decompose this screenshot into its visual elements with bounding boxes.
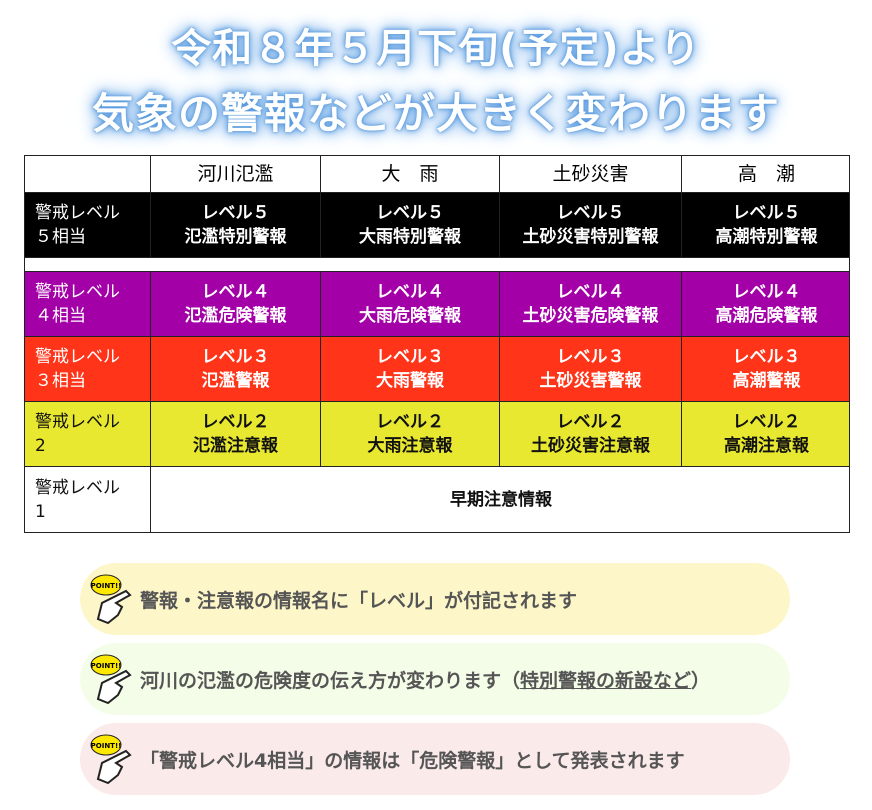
- level-name: レベル３: [376, 347, 444, 367]
- warning-cell: レベル２ 高潮注意報: [682, 402, 851, 466]
- level-name: レベル５: [732, 203, 801, 223]
- row-label-line2: ５相当: [35, 227, 86, 247]
- warning-cell: レベル５ 大雨特別警報: [321, 193, 500, 257]
- level-name: レベル５: [376, 203, 444, 223]
- row-label-line1: 警戒レベル: [35, 203, 120, 223]
- merged-cell: 早期注意情報: [450, 489, 552, 510]
- pointing-hand-point-icon: POINT!!: [90, 654, 132, 705]
- point-3: POINT!! 「警戒レベル4相当」の情報は「危険警報」として発表されます: [80, 723, 790, 795]
- table-gap-row: [25, 258, 849, 272]
- level-name: レベル４: [376, 282, 444, 302]
- pointing-hand-point-icon: POINT!!: [90, 734, 132, 785]
- warning-name: 高潮特別警報: [715, 227, 818, 247]
- point-1-text: 警報・注意報の情報名に「レベル」が付記されます: [140, 589, 578, 612]
- warning-cell: レベル２ 氾濫注意報: [151, 402, 321, 466]
- warning-level-table: 河川氾濫 大 雨 土砂災害 高 潮 警戒レベル ５相当 レベル５ 氾濫特別警報 レベル５…: [24, 155, 850, 533]
- svg-text:POINT!!: POINT!!: [91, 582, 122, 590]
- table-header-row: 河川氾濫 大 雨 土砂災害 高 潮: [25, 156, 849, 193]
- warning-name: 土砂災害注意報: [531, 436, 650, 456]
- point-2-text: 河川の氾濫の危険度の伝え方が変わります（: [140, 669, 521, 692]
- title-line-1: 令和８年５月下旬(予定)より: [171, 26, 701, 72]
- warning-name: 大雨危険警報: [359, 306, 461, 326]
- warning-name: 氾濫注意報: [193, 436, 278, 456]
- row-label: 警戒レベル 1: [25, 467, 151, 532]
- warning-cell: レベル４ 氾濫危険警報: [151, 272, 321, 336]
- point-2-underlined: 特別警報の新設など: [520, 669, 692, 692]
- point-1: POINT!! 警報・注意報の情報名に「レベル」が付記されます: [80, 563, 790, 635]
- warning-name: 氾濫危険警報: [184, 306, 287, 326]
- row-label-line1: 警戒レベル: [35, 347, 120, 367]
- header-cell: 大 雨: [321, 156, 500, 192]
- warning-name: 高潮危険警報: [715, 306, 818, 326]
- point-2-end: ）: [691, 669, 711, 692]
- row-label: 警戒レベル 2: [25, 402, 151, 466]
- warning-name: 大雨警報: [376, 371, 444, 391]
- warning-cell: レベル３ 氾濫警報: [151, 337, 321, 401]
- row-label-line2: ４相当: [35, 306, 86, 326]
- warning-name: 高潮注意報: [724, 436, 809, 456]
- warning-name: 土砂災害警報: [539, 371, 642, 391]
- row-label-line1: 警戒レベル: [35, 412, 120, 432]
- warning-cell: レベル４ 土砂災害危険警報: [500, 272, 682, 336]
- warning-name: 大雨特別警報: [359, 227, 461, 247]
- warning-cell: レベル３ 高潮警報: [682, 337, 851, 401]
- level-name: レベル２: [556, 412, 625, 432]
- table-row-level-5: 警戒レベル ５相当 レベル５ 氾濫特別警報 レベル５ 大雨特別警報 レベル５ 土砂災害特別警報…: [25, 193, 849, 258]
- table-row-level-4: 警戒レベル ４相当 レベル４ 氾濫危険警報 レベル４ 大雨危険警報 レベル４ 土砂災害危険警報…: [25, 272, 849, 337]
- level-name: レベル３: [732, 347, 801, 367]
- warning-name: 氾濫警報: [201, 371, 270, 391]
- row-label-line2: ３相当: [35, 371, 86, 391]
- level-name: レベル２: [732, 412, 801, 432]
- row-label-line2: 2: [35, 436, 46, 456]
- warning-cell: レベル３ 土砂災害警報: [500, 337, 682, 401]
- warning-name: 大雨注意報: [367, 436, 453, 456]
- header-cell: 河川氾濫: [151, 156, 321, 192]
- level-name: レベル５: [556, 203, 625, 223]
- warning-cell: レベル２ 大雨注意報: [321, 402, 500, 466]
- level-name: レベル４: [556, 282, 625, 302]
- row-label-line1: 警戒レベル: [35, 477, 120, 498]
- warning-name: 土砂災害危険警報: [522, 306, 659, 326]
- table-row-level-1: 警戒レベル 1 早期注意情報: [25, 467, 849, 532]
- row-label: 警戒レベル ３相当: [25, 337, 151, 401]
- svg-text:POINT!!: POINT!!: [91, 662, 122, 670]
- warning-cell: レベル２ 土砂災害注意報: [500, 402, 682, 466]
- warning-cell: レベル４ 高潮危険警報: [682, 272, 851, 336]
- warning-cell: レベル３ 大雨警報: [321, 337, 500, 401]
- point-2: POINT!! 河川の氾濫の危険度の伝え方が変わります（ 特別警報の新設など）: [80, 643, 790, 715]
- warning-name: 土砂災害特別警報: [522, 227, 659, 247]
- level-name: レベル４: [732, 282, 801, 302]
- warning-cell: レベル５ 氾濫特別警報: [151, 193, 321, 257]
- point-3-text: 「警戒レベル4相当」の情報は「危険警報」として発表されます: [140, 749, 685, 772]
- level-name: レベル３: [201, 347, 270, 367]
- level-name: レベル３: [556, 347, 625, 367]
- warning-name: 氾濫特別警報: [184, 227, 287, 247]
- warning-cell: レベル５ 高潮特別警報: [682, 193, 851, 257]
- title-line-2: 気象の警報などが大きく変わります: [91, 89, 780, 138]
- level-name: レベル２: [201, 412, 270, 432]
- header-cell: [25, 156, 151, 192]
- level-name: レベル５: [201, 203, 270, 223]
- warning-name: 高潮警報: [732, 371, 801, 391]
- table-row-level-2: 警戒レベル 2 レベル２ 氾濫注意報 レベル２ 大雨注意報 レベル２ 土砂災害注意報 レベル２ 高…: [25, 402, 849, 467]
- row-label: 警戒レベル ５相当: [25, 193, 151, 257]
- level-name: レベル４: [201, 282, 270, 302]
- warning-cell: レベル５ 土砂災害特別警報: [500, 193, 682, 257]
- svg-text:POINT!!: POINT!!: [91, 742, 122, 750]
- row-label-line2: 1: [35, 501, 46, 522]
- header-cell: 土砂災害: [500, 156, 682, 192]
- row-label-line1: 警戒レベル: [35, 282, 120, 302]
- level-name: レベル２: [376, 412, 444, 432]
- row-label: 警戒レベル ４相当: [25, 272, 151, 336]
- warning-cell: レベル４ 大雨危険警報: [321, 272, 500, 336]
- header-cell: 高 潮: [737, 163, 795, 185]
- pointing-hand-point-icon: POINT!!: [90, 574, 132, 625]
- table-row-level-3: 警戒レベル ３相当 レベル３ 氾濫警報 レベル３ 大雨警報 レベル３ 土砂災害警報 レベル３ 高潮…: [25, 337, 849, 402]
